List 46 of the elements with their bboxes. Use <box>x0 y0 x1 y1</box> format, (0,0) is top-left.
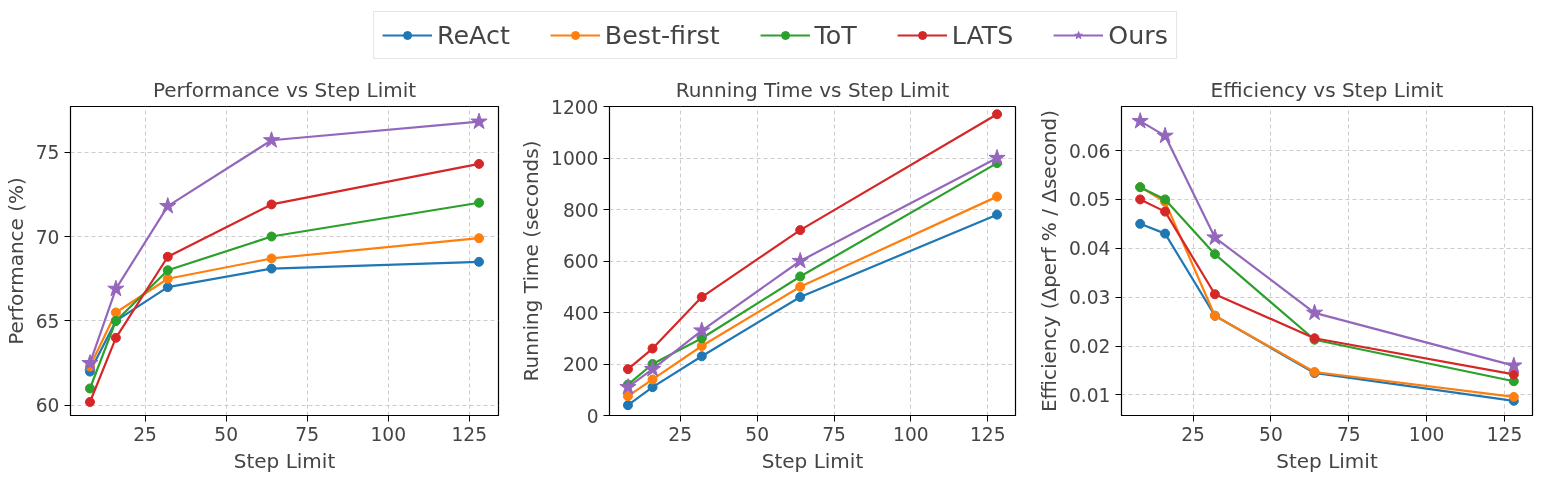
y-axis-title: Running Time (seconds) <box>519 140 544 382</box>
x-tick-label: 75 <box>1336 423 1361 445</box>
x-tick-label: 75 <box>295 423 320 445</box>
y-tick-label: 0.05 <box>1068 189 1111 211</box>
x-axis-title: Step Limit <box>1276 448 1378 473</box>
y-tick-label: 0.01 <box>1068 384 1111 406</box>
x-tick-label: 25 <box>1181 423 1205 445</box>
x-tick-label: 50 <box>1259 423 1283 445</box>
x-axis-title: Step Limit <box>761 448 864 473</box>
x-tick-label: 125 <box>451 423 488 445</box>
x-tick-label: 25 <box>133 423 157 445</box>
x-tick-label: 125 <box>970 423 1006 445</box>
legend-label: Ours <box>1108 20 1168 50</box>
legend-label: ReAct <box>437 20 510 50</box>
chart-title: Running Time vs Step Limit <box>675 77 950 102</box>
y-tick-label: 0.06 <box>1068 140 1111 162</box>
y-tick-label: 600 <box>562 251 599 272</box>
y-tick-label: 0 <box>586 405 599 427</box>
y-tick-label: 200 <box>562 354 599 375</box>
y-tick-label: 0.04 <box>1068 238 1111 260</box>
x-tick-label: 100 <box>370 423 407 445</box>
legend-label: Best-first <box>604 20 720 50</box>
x-tick-label: 100 <box>893 423 929 445</box>
x-tick-label: 50 <box>745 423 770 445</box>
y-tick-label: 70 <box>35 226 60 248</box>
x-axis-title: Step Limit <box>233 448 336 473</box>
chart-title: Efficiency vs Step Limit <box>1210 77 1444 102</box>
legend-label: ToT <box>814 20 857 50</box>
y-tick-label: 1000 <box>551 148 599 169</box>
y-tick-label: 800 <box>562 199 599 221</box>
y-tick-label: 65 <box>35 310 60 332</box>
x-tick-label: 125 <box>1486 423 1523 445</box>
x-tick-label: 25 <box>668 423 693 445</box>
y-axis-title: Efficiency (Δperf % / Δsecond) <box>1036 109 1061 413</box>
y-tick-label: 400 <box>562 302 599 324</box>
x-tick-label: 100 <box>1408 423 1445 445</box>
y-tick-label: 60 <box>35 395 60 417</box>
y-tick-label: 75 <box>35 142 60 164</box>
y-axis-title: Performance (%) <box>3 177 28 345</box>
y-tick-label: 1200 <box>551 96 599 118</box>
y-tick-label: 0.03 <box>1068 287 1111 309</box>
chart-title: Performance vs Step Limit <box>152 77 417 102</box>
x-tick-label: 75 <box>822 423 846 445</box>
legend-label: LATS <box>951 20 1014 50</box>
x-tick-label: 50 <box>214 423 239 445</box>
y-tick-label: 0.02 <box>1068 336 1111 358</box>
